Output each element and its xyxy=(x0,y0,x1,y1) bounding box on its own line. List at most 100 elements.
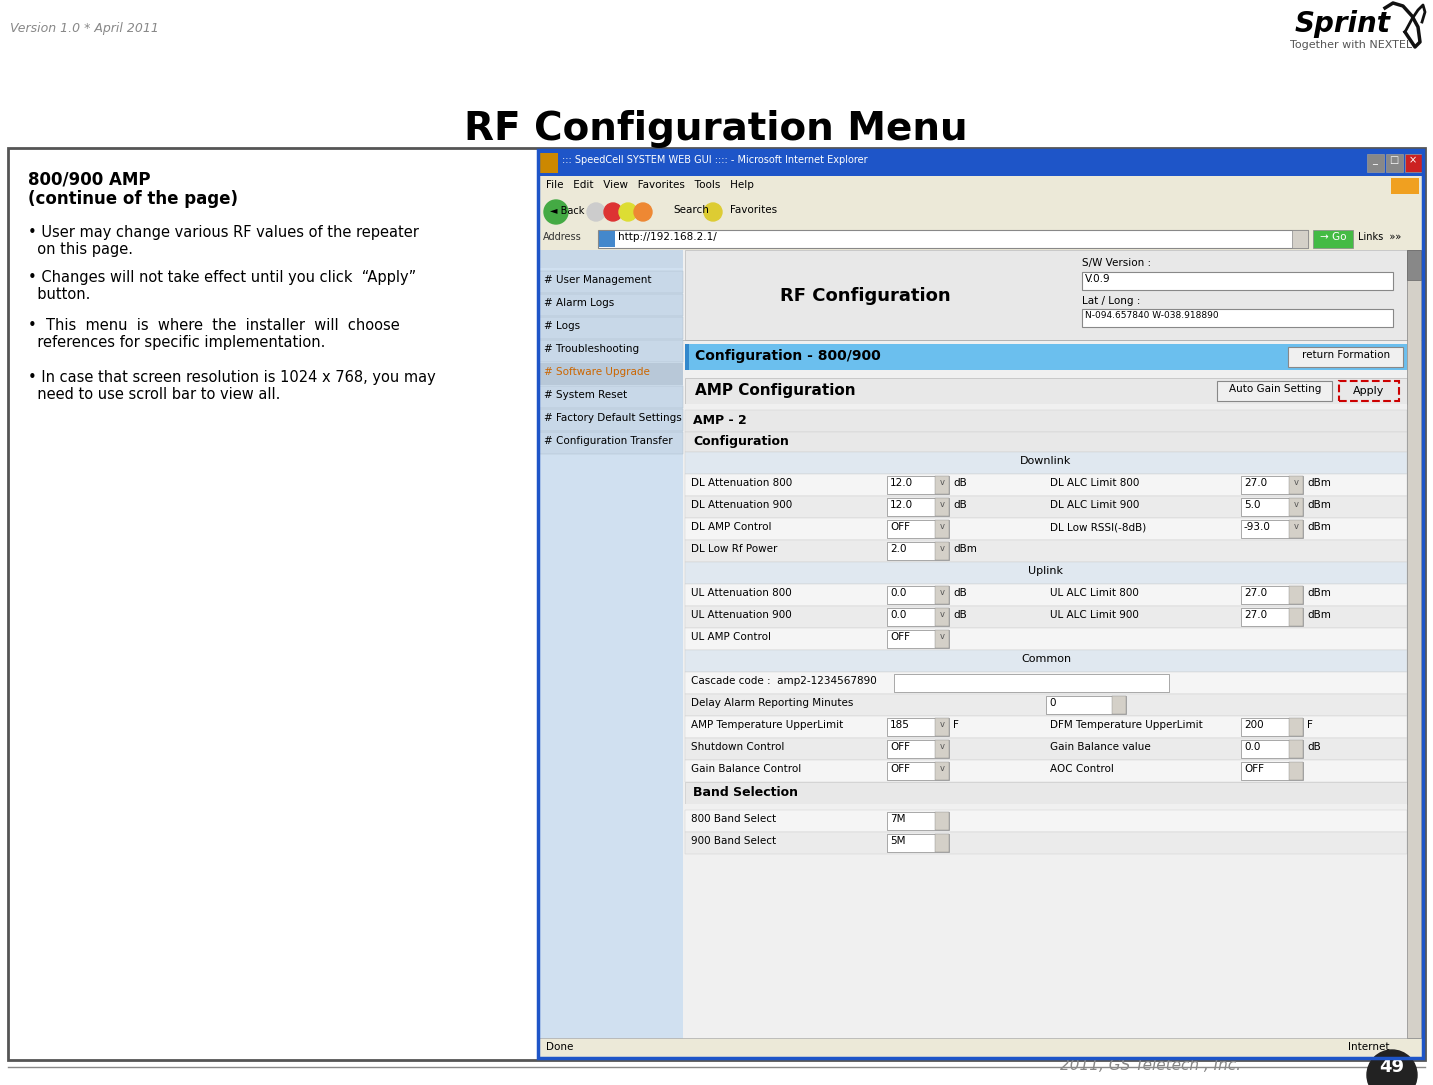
Text: □: □ xyxy=(1390,155,1399,165)
Text: Common: Common xyxy=(1020,654,1070,664)
Text: dB: dB xyxy=(953,478,967,488)
Text: dBm: dBm xyxy=(1307,478,1331,488)
Text: # Troubleshooting: # Troubleshooting xyxy=(545,344,639,354)
Bar xyxy=(537,228,1423,250)
Bar xyxy=(887,498,949,516)
Text: DL ALC Limit 900: DL ALC Limit 900 xyxy=(1050,500,1139,510)
Text: Sprint: Sprint xyxy=(1295,10,1391,38)
Bar xyxy=(685,810,1407,832)
Bar xyxy=(685,760,1407,782)
Bar xyxy=(540,153,557,173)
Bar xyxy=(1386,154,1403,173)
Bar xyxy=(599,231,615,247)
Text: Shutdown Control: Shutdown Control xyxy=(691,742,784,752)
Circle shape xyxy=(633,203,652,221)
Bar xyxy=(1288,608,1303,626)
Bar xyxy=(887,762,949,780)
Bar xyxy=(685,452,1407,474)
Text: dB: dB xyxy=(953,610,967,620)
Text: DL Low RSSI(-8dB): DL Low RSSI(-8dB) xyxy=(1050,522,1146,532)
Bar xyxy=(936,740,949,758)
Text: return Formation: return Formation xyxy=(1303,350,1390,360)
Bar xyxy=(1288,762,1303,780)
Text: v: v xyxy=(940,522,944,531)
Circle shape xyxy=(545,200,567,224)
Text: • Changes will not take effect until you click  “Apply”
  button.: • Changes will not take effect until you… xyxy=(29,270,416,303)
Text: Downlink: Downlink xyxy=(1020,456,1072,465)
Bar xyxy=(936,718,949,736)
Text: DL AMP Control: DL AMP Control xyxy=(691,522,771,532)
Text: DL Low Rf Power: DL Low Rf Power xyxy=(691,544,777,554)
Text: http://192.168.2.1/: http://192.168.2.1/ xyxy=(618,232,716,242)
Bar xyxy=(1241,762,1303,780)
Circle shape xyxy=(588,203,605,221)
Text: Done: Done xyxy=(546,1042,573,1052)
Text: v: v xyxy=(940,631,944,641)
Text: # Software Upgrade: # Software Upgrade xyxy=(545,367,651,376)
Text: v: v xyxy=(940,588,944,597)
Text: 0.0: 0.0 xyxy=(890,610,907,620)
Text: # System Reset: # System Reset xyxy=(545,390,628,400)
Bar xyxy=(1404,154,1422,173)
Bar xyxy=(887,834,949,852)
Bar xyxy=(1288,476,1303,494)
Bar xyxy=(1407,250,1422,1038)
Text: v: v xyxy=(940,500,944,509)
Bar xyxy=(685,250,1407,340)
Text: DL Attenuation 800: DL Attenuation 800 xyxy=(691,478,792,488)
Text: 0: 0 xyxy=(1049,698,1056,709)
Text: UL Attenuation 800: UL Attenuation 800 xyxy=(691,588,792,598)
Text: • In case that screen resolution is 1024 x 768, you may
  need to use scroll bar: • In case that screen resolution is 1024… xyxy=(29,370,436,403)
Bar xyxy=(1288,498,1303,516)
Bar xyxy=(887,812,949,830)
Bar xyxy=(685,344,689,370)
Bar xyxy=(685,804,1407,810)
Bar xyxy=(1241,498,1303,516)
Text: Search: Search xyxy=(674,205,709,215)
Bar xyxy=(894,674,1169,692)
Bar xyxy=(685,607,1407,628)
Text: 0.0: 0.0 xyxy=(1244,742,1260,752)
Bar xyxy=(1241,520,1303,538)
Text: 12.0: 12.0 xyxy=(890,500,913,510)
Circle shape xyxy=(1367,1050,1417,1085)
Bar xyxy=(1288,586,1303,604)
Bar xyxy=(887,740,949,758)
Text: Uplink: Uplink xyxy=(1029,566,1063,576)
Bar xyxy=(537,1038,1423,1058)
Text: v: v xyxy=(940,742,944,751)
Bar xyxy=(537,176,1423,196)
Bar xyxy=(685,378,1407,404)
Bar xyxy=(537,432,684,454)
Text: 49: 49 xyxy=(1380,1058,1404,1076)
Text: # User Management: # User Management xyxy=(545,275,652,285)
Bar xyxy=(936,608,949,626)
Text: dBm: dBm xyxy=(1307,610,1331,620)
Text: v: v xyxy=(1294,522,1298,531)
Bar xyxy=(537,386,684,408)
Bar xyxy=(936,520,949,538)
Text: RF Configuration Menu: RF Configuration Menu xyxy=(464,110,967,148)
Bar xyxy=(1328,1041,1419,1056)
Text: 27.0: 27.0 xyxy=(1244,588,1267,598)
Bar xyxy=(1082,309,1393,327)
Text: (continue of the page): (continue of the page) xyxy=(29,190,238,208)
Bar xyxy=(685,370,1407,378)
Text: AMP Temperature UpperLimit: AMP Temperature UpperLimit xyxy=(691,720,843,730)
Bar xyxy=(887,608,949,626)
Bar xyxy=(685,474,1407,496)
Bar xyxy=(936,630,949,648)
Text: 185: 185 xyxy=(890,720,910,730)
Bar xyxy=(1046,695,1126,714)
Bar xyxy=(537,250,684,268)
Text: Delay Alarm Reporting Minutes: Delay Alarm Reporting Minutes xyxy=(691,698,854,709)
Bar xyxy=(936,498,949,516)
Text: dBm: dBm xyxy=(1307,522,1331,532)
Text: OFF: OFF xyxy=(890,631,910,642)
Bar xyxy=(685,562,1407,584)
Text: Auto Gain Setting: Auto Gain Setting xyxy=(1230,384,1321,394)
Text: _: _ xyxy=(1373,155,1377,165)
Bar xyxy=(1241,718,1303,736)
Text: 27.0: 27.0 xyxy=(1244,610,1267,620)
Bar xyxy=(936,542,949,560)
